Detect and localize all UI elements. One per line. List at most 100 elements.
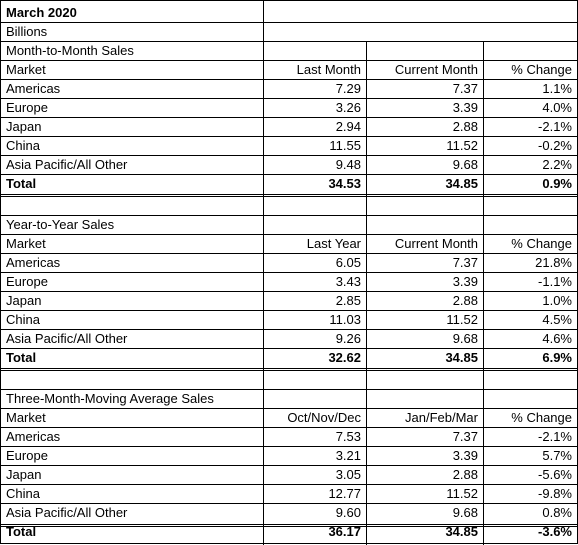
table-cell: -9.8% bbox=[538, 486, 572, 501]
table-cell: 9.26 bbox=[335, 331, 361, 346]
table-row: Americas 6.05 7.37 21.8% bbox=[1, 253, 577, 272]
column-header: Last Year bbox=[306, 236, 361, 251]
row-divider bbox=[1, 329, 577, 330]
table-cell: 2.85 bbox=[335, 293, 361, 308]
market-name: Europe bbox=[6, 448, 48, 463]
section-heading-row: Year-to-Year Sales bbox=[1, 215, 577, 234]
table-row: Europe 3.26 3.39 4.0% bbox=[1, 98, 577, 117]
table-cell: 0.8% bbox=[542, 505, 572, 520]
row-divider bbox=[1, 117, 577, 118]
row-divider bbox=[1, 174, 577, 175]
row-divider bbox=[1, 215, 577, 216]
column-header: Last Month bbox=[296, 62, 361, 77]
row-divider bbox=[1, 60, 577, 61]
table-cell: 3.21 bbox=[335, 448, 361, 463]
table-cell: 6.05 bbox=[335, 255, 361, 270]
market-name: Japan bbox=[6, 467, 42, 482]
table-cell: 3.26 bbox=[335, 100, 361, 115]
column-header: Market bbox=[6, 62, 46, 77]
total-label: Total bbox=[6, 350, 37, 365]
table-cell: 21.8% bbox=[535, 255, 572, 270]
table-cell: 11.52 bbox=[446, 486, 478, 501]
total-label: Total bbox=[6, 176, 37, 191]
table-row: China 11.55 11.52 -0.2% bbox=[1, 136, 577, 155]
section-heading-row: Month-to-Month Sales bbox=[1, 41, 577, 60]
table-row: Japan 2.85 2.88 1.0% bbox=[1, 291, 577, 310]
row-divider bbox=[1, 155, 577, 156]
total-cell: 34.85 bbox=[445, 176, 478, 191]
total-cell: 36.17 bbox=[328, 524, 361, 539]
table-cell: 2.2% bbox=[542, 157, 572, 172]
section-heading: Year-to-Year Sales bbox=[6, 217, 115, 232]
table-cell: 9.60 bbox=[335, 505, 361, 520]
market-name: China bbox=[6, 486, 40, 501]
market-name: China bbox=[6, 312, 40, 327]
market-name: China bbox=[6, 138, 40, 153]
row-divider bbox=[1, 465, 577, 466]
table-row: China 12.77 11.52 -9.8% bbox=[1, 484, 577, 503]
table-cell: 11.55 bbox=[329, 138, 361, 153]
row-divider bbox=[1, 79, 577, 80]
table-cell: 4.6% bbox=[542, 331, 572, 346]
row-divider bbox=[1, 291, 577, 292]
column-header: Market bbox=[6, 236, 46, 251]
column-header: Market bbox=[6, 410, 46, 425]
market-name: Asia Pacific/All Other bbox=[6, 157, 128, 172]
row-divider bbox=[1, 194, 577, 195]
table-cell: 11.52 bbox=[446, 138, 478, 153]
total-row: Total 32.62 34.85 6.9% bbox=[1, 348, 577, 367]
table-cell: 7.37 bbox=[452, 81, 478, 96]
total-row: Total 34.53 34.85 0.9% bbox=[1, 174, 577, 193]
table-cell: 3.39 bbox=[452, 448, 478, 463]
total-cell: 6.9% bbox=[542, 350, 572, 365]
row-divider bbox=[1, 348, 577, 349]
table-cell: 1.0% bbox=[542, 293, 572, 308]
column-header: Oct/Nov/Dec bbox=[287, 410, 361, 425]
row-divider bbox=[1, 234, 577, 235]
table-title: March 2020 bbox=[6, 5, 77, 20]
row-divider bbox=[1, 253, 577, 254]
table-cell: 1.1% bbox=[542, 81, 572, 96]
section-heading-row: Three-Month-Moving Average Sales bbox=[1, 389, 577, 408]
row-divider bbox=[1, 22, 577, 23]
market-name: Americas bbox=[6, 81, 61, 96]
market-name: Americas bbox=[6, 255, 61, 270]
market-name: Europe bbox=[6, 274, 48, 289]
row-divider bbox=[1, 41, 577, 42]
table-cell: 7.29 bbox=[335, 81, 361, 96]
market-name: Japan bbox=[6, 119, 42, 134]
table-row: Europe 3.43 3.39 -1.1% bbox=[1, 272, 577, 291]
table-row: Europe 3.21 3.39 5.7% bbox=[1, 446, 577, 465]
total-row: Total 36.17 34.85 -3.6% bbox=[1, 522, 577, 541]
table-cell: 9.68 bbox=[452, 505, 478, 520]
row-divider bbox=[1, 408, 577, 409]
column-header: Jan/Feb/Mar bbox=[405, 410, 478, 425]
table-cell: -2.1% bbox=[538, 429, 572, 444]
column-header: % Change bbox=[511, 62, 572, 77]
table-cell: 3.39 bbox=[452, 100, 478, 115]
row-divider bbox=[1, 484, 577, 485]
table-cell: 4.0% bbox=[542, 100, 572, 115]
unit-label: Billions bbox=[6, 24, 48, 39]
column-header-row: Market Last Month Current Month % Change bbox=[1, 60, 577, 79]
table-cell: 2.94 bbox=[335, 119, 361, 134]
table-cell: 2.88 bbox=[452, 293, 478, 308]
column-divider bbox=[263, 1, 264, 545]
table-cell: -0.2% bbox=[538, 138, 572, 153]
row-divider bbox=[1, 98, 577, 99]
table-cell: 5.7% bbox=[542, 448, 572, 463]
column-header: Current Month bbox=[394, 62, 478, 77]
table-cell: 9.68 bbox=[452, 331, 478, 346]
market-name: Japan bbox=[6, 293, 42, 308]
total-cell: 34.85 bbox=[445, 524, 478, 539]
table-row: Asia Pacific/All Other 9.26 9.68 4.6% bbox=[1, 329, 577, 348]
table-cell: 3.05 bbox=[335, 467, 361, 482]
table-cell: 7.37 bbox=[452, 255, 478, 270]
table-cell: 3.43 bbox=[335, 274, 361, 289]
table-cell: 7.53 bbox=[335, 429, 361, 444]
total-label: Total bbox=[6, 524, 37, 539]
table-row: Americas 7.53 7.37 -2.1% bbox=[1, 427, 577, 446]
column-header-row: Market Last Year Current Month % Change bbox=[1, 234, 577, 253]
table-row: China 11.03 11.52 4.5% bbox=[1, 310, 577, 329]
